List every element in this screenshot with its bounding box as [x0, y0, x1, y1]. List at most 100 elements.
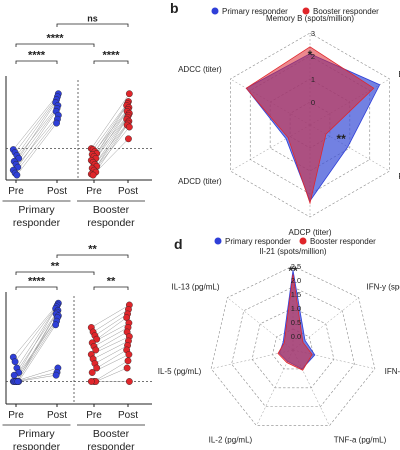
radar-grid-ring [272, 328, 314, 370]
significance-label: ** [107, 276, 116, 288]
group-label: responder [13, 441, 61, 450]
pair-line [94, 313, 128, 336]
significance-bracket [15, 60, 58, 64]
radar-tick-label: 0 [311, 98, 315, 107]
significance-label: ** [88, 244, 97, 256]
pair-line [15, 372, 58, 382]
radar-tick-label: 1.0 [291, 304, 301, 313]
radar-spoke [227, 297, 294, 351]
radar-axis-label: TNF-a (pg/mL) [334, 436, 387, 445]
pair-line [93, 360, 129, 382]
radar-axis-label: Bindi [398, 70, 400, 79]
legend-label: Booster responder [310, 237, 376, 246]
pair-line [14, 367, 58, 382]
legend-swatch [302, 7, 310, 15]
x-tick-label: Pre [86, 186, 102, 197]
significance-bracket [93, 286, 129, 290]
pair-line [16, 306, 57, 369]
pair-line [95, 331, 128, 351]
pair-line [94, 117, 128, 165]
radar-spoke [309, 124, 390, 172]
pair-line [17, 374, 57, 382]
radar-axis-label: IFN-y [385, 367, 400, 376]
pre-point [92, 346, 100, 354]
radar-axis-label: IL-5 (pg/mL) [158, 367, 202, 376]
radar-tick-label: 2 [311, 52, 315, 61]
pair-line [16, 122, 57, 176]
pair-line [92, 107, 130, 155]
pair-line [14, 119, 58, 174]
post-point [53, 119, 60, 127]
significance-bracket [56, 254, 129, 258]
radar-axis-label: ADCC (titer) [178, 65, 222, 74]
panel-b-radar: b 3 2 1 0 Memory B (spots/million) Bindi PRNT50… [170, 0, 400, 237]
pair-line [13, 115, 59, 171]
pair-line [13, 93, 59, 150]
pre-point [93, 364, 101, 372]
significance-label: ** [51, 261, 60, 273]
significance-bracket [56, 23, 129, 27]
significance-label: **** [102, 50, 120, 62]
significance-label: ns [87, 14, 98, 24]
pair-line [93, 109, 129, 157]
post-point [124, 357, 132, 365]
pair-line [13, 303, 59, 358]
legend-label: Booster responder [313, 7, 379, 16]
x-tick-label: Pre [86, 410, 102, 421]
post-point [125, 378, 133, 385]
significance-bracket [15, 271, 95, 275]
pre-point [87, 378, 95, 385]
legend-swatch [211, 7, 219, 15]
radar-axis-label: Memory B (spots/million) [266, 14, 354, 23]
pair-line [18, 324, 56, 382]
group-label: Booster [93, 428, 130, 440]
radar-annotation: ** [288, 264, 298, 278]
panel-label-d: d [174, 236, 183, 252]
legend-swatch [214, 237, 222, 245]
group-label: responder [87, 217, 135, 229]
pair-line [93, 327, 129, 347]
significance-label: **** [28, 50, 46, 62]
pre-point [93, 335, 101, 343]
group-label: responder [87, 441, 135, 450]
pre-point [14, 378, 22, 385]
group-label: responder [13, 217, 61, 229]
post-point [125, 135, 132, 143]
panel-top-left-scatter: Pre Post Pre PostPrimaryresponderBoosterres… [2, 14, 152, 229]
radar-axis-label: ADCP (titer) [289, 228, 332, 237]
radar-series-booster [245, 46, 375, 205]
radar-annotation: * [308, 48, 313, 62]
pair-line [96, 119, 127, 167]
radar-axis-label: Il-21 (spots/million) [259, 247, 326, 256]
significance-bracket [15, 286, 58, 290]
pair-line [92, 340, 129, 360]
pre-point [11, 358, 19, 366]
pair-line [14, 304, 58, 362]
pair-line [92, 101, 129, 150]
radar-axis-label: IFN-y (spot [366, 282, 400, 291]
radar-axis-label: PRNT50 BA.1 (ti [398, 172, 400, 181]
pair-line [17, 111, 57, 168]
x-tick-label: Post [47, 186, 67, 197]
pair-line [96, 317, 127, 340]
radar-tick-label: 1 [311, 75, 315, 84]
pair-line [95, 367, 128, 382]
post-point [52, 371, 60, 379]
pair-line [14, 96, 58, 153]
post-point [52, 321, 60, 329]
radar-legend: Primary responder Booster responder [211, 7, 379, 16]
pair-line [94, 103, 128, 152]
group-label: Primary [18, 428, 55, 440]
radar-grid-ring [231, 286, 355, 408]
post-point [125, 351, 133, 358]
x-tick-label: Post [118, 410, 138, 421]
significance-label: **** [28, 276, 46, 288]
pair-line [93, 122, 129, 171]
legend-swatch [299, 237, 307, 245]
legend-label: Primary responder [222, 7, 288, 16]
post-point [123, 364, 131, 372]
pair-line [14, 317, 58, 382]
pair-line [18, 102, 56, 159]
pair-line [95, 124, 128, 173]
significance-label: **** [46, 33, 64, 45]
